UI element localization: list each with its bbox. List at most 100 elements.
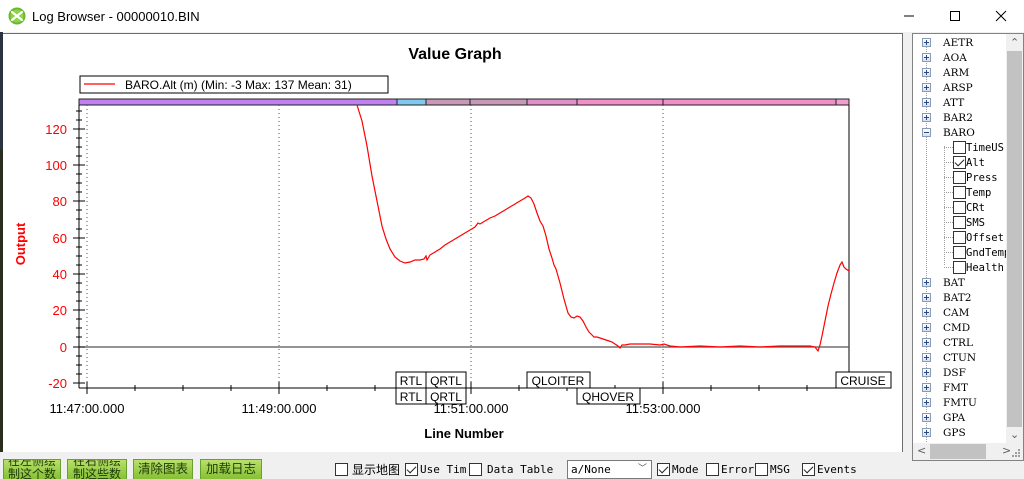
- field-sms[interactable]: SMS: [944, 215, 985, 230]
- plot-left-axis-button[interactable]: 在左侧绘 制这个数: [3, 459, 61, 479]
- tree-node-fmtu[interactable]: FMTU: [913, 395, 977, 410]
- expand-icon[interactable]: [922, 368, 931, 377]
- plot-right-axis-button[interactable]: 在右侧绘 制这些数: [67, 459, 127, 479]
- events-checkbox[interactable]: Events: [802, 462, 857, 477]
- use-time-checkbox[interactable]: Use Tim: [405, 462, 466, 477]
- resize-grip-icon[interactable]: [1009, 446, 1021, 458]
- tree-node-fmt[interactable]: FMT: [913, 380, 968, 395]
- field-health[interactable]: Health: [944, 260, 1004, 275]
- checkbox[interactable]: [755, 463, 768, 476]
- field-tree[interactable]: AETR AOA ARM ARSP ATT BAR2 BARO TimeUS A…: [912, 33, 1024, 461]
- scrollbar-thumb[interactable]: [1007, 51, 1022, 427]
- scroll-right-icon[interactable]: >: [1002, 444, 1012, 457]
- expand-icon[interactable]: [922, 278, 931, 287]
- load-log-button[interactable]: 加载日志: [200, 459, 262, 479]
- expand-icon[interactable]: [922, 38, 931, 47]
- checkbox[interactable]: [335, 463, 348, 476]
- tree-node-gpa[interactable]: GPA: [913, 410, 965, 425]
- collapse-icon[interactable]: [922, 128, 931, 137]
- scrollbar-thumb[interactable]: [930, 444, 986, 459]
- svg-text:RTL: RTL: [400, 390, 423, 404]
- mode-checkbox[interactable]: Mode: [657, 462, 699, 477]
- checkbox[interactable]: [953, 186, 966, 199]
- minimize-button[interactable]: [886, 0, 932, 32]
- expand-icon[interactable]: [922, 68, 931, 77]
- svg-text:CRUISE: CRUISE: [840, 374, 885, 388]
- close-button[interactable]: [978, 0, 1024, 32]
- checkbox[interactable]: [953, 171, 966, 184]
- expand-icon[interactable]: [922, 428, 931, 437]
- checkbox[interactable]: [953, 216, 966, 229]
- expand-icon[interactable]: [922, 308, 931, 317]
- field-alt[interactable]: Alt: [944, 155, 985, 170]
- expand-icon[interactable]: [922, 83, 931, 92]
- scroll-left-icon[interactable]: <: [917, 444, 927, 457]
- tree-node-ctrl[interactable]: CTRL: [913, 335, 973, 350]
- svg-text:QRTL: QRTL: [430, 390, 462, 404]
- value-graph-panel[interactable]: Value Graph BARO.Alt (m) (Min: -3 Max: 1…: [3, 33, 903, 452]
- checkbox[interactable]: [953, 141, 966, 154]
- show-map-checkbox[interactable]: 显示地图: [335, 462, 400, 477]
- tree-node-bat[interactable]: BAT: [913, 275, 965, 290]
- checkbox-checked[interactable]: [657, 463, 670, 476]
- checkbox-checked[interactable]: [405, 463, 418, 476]
- tree-node-ctun[interactable]: CTUN: [913, 350, 976, 365]
- tree-node-aetr[interactable]: AETR: [913, 35, 973, 50]
- tree-node-att[interactable]: ATT: [913, 95, 964, 110]
- tree-horizontal-scrollbar[interactable]: < >: [913, 443, 1023, 460]
- expand-icon[interactable]: [922, 293, 931, 302]
- expand-icon[interactable]: [922, 53, 931, 62]
- svg-text:100: 100: [45, 158, 67, 173]
- checkbox[interactable]: [706, 463, 719, 476]
- tree-node-bar2[interactable]: BAR2: [913, 110, 973, 125]
- maximize-button[interactable]: [932, 0, 978, 32]
- legend-label: BARO.Alt (m) (Min: -3 Max: 137 Mean: 31): [125, 78, 352, 92]
- tree-node-cam[interactable]: CAM: [913, 305, 969, 320]
- tree-node-gps[interactable]: GPS: [913, 425, 966, 440]
- checkbox[interactable]: [953, 231, 966, 244]
- field-select-dropdown[interactable]: a/None ﹀: [567, 460, 652, 479]
- tree-vertical-scrollbar[interactable]: ⌃ ⌄: [1006, 34, 1023, 444]
- checkbox[interactable]: [953, 201, 966, 214]
- field-temp[interactable]: Temp: [944, 185, 991, 200]
- clear-graph-button[interactable]: 清除图表: [133, 459, 193, 479]
- tree-node-arsp[interactable]: ARSP: [913, 80, 973, 95]
- svg-text:80: 80: [53, 194, 67, 209]
- y-axis-label: Output: [13, 222, 28, 265]
- field-timeus[interactable]: TimeUS: [944, 140, 1004, 155]
- msg-checkbox[interactable]: MSG: [755, 462, 790, 477]
- tree-node-bat2[interactable]: BAT2: [913, 290, 971, 305]
- tree-node-aoa[interactable]: AOA: [913, 50, 967, 65]
- error-checkbox[interactable]: Error: [706, 462, 754, 477]
- maximize-icon: [950, 11, 960, 21]
- checkbox-checked[interactable]: [953, 156, 966, 169]
- graph-title: Value Graph: [408, 46, 501, 63]
- value-graph[interactable]: Value Graph BARO.Alt (m) (Min: -3 Max: 1…: [3, 34, 903, 453]
- scroll-down-icon[interactable]: ⌄: [1010, 428, 1020, 441]
- tree-node-dsf[interactable]: DSF: [913, 365, 966, 380]
- tree-node-baro[interactable]: BARO: [913, 125, 975, 140]
- checkbox-checked[interactable]: [802, 463, 815, 476]
- x-tick-labels: 11:47:00.000 11:49:00.000 11:51:00.000 1…: [50, 401, 701, 416]
- expand-icon[interactable]: [922, 383, 931, 392]
- field-gndtemp[interactable]: GndTemp: [944, 245, 1010, 260]
- expand-icon[interactable]: [922, 398, 931, 407]
- expand-icon[interactable]: [922, 113, 931, 122]
- expand-icon[interactable]: [922, 413, 931, 422]
- checkbox[interactable]: [469, 463, 482, 476]
- svg-text:11:51:00.000: 11:51:00.000: [434, 401, 509, 416]
- field-press[interactable]: Press: [944, 170, 998, 185]
- scroll-up-icon[interactable]: ⌃: [1010, 36, 1020, 49]
- tree-node-cmd[interactable]: CMD: [913, 320, 970, 335]
- checkbox[interactable]: [953, 261, 966, 274]
- expand-icon[interactable]: [922, 323, 931, 332]
- tree-node-arm[interactable]: ARM: [913, 65, 969, 80]
- expand-icon[interactable]: [922, 98, 931, 107]
- checkbox[interactable]: [953, 246, 966, 259]
- expand-icon[interactable]: [922, 338, 931, 347]
- expand-icon[interactable]: [922, 353, 931, 362]
- field-crt[interactable]: CRt: [944, 200, 985, 215]
- field-offset[interactable]: Offset: [944, 230, 1004, 245]
- data-table-checkbox[interactable]: Data Table: [469, 462, 553, 477]
